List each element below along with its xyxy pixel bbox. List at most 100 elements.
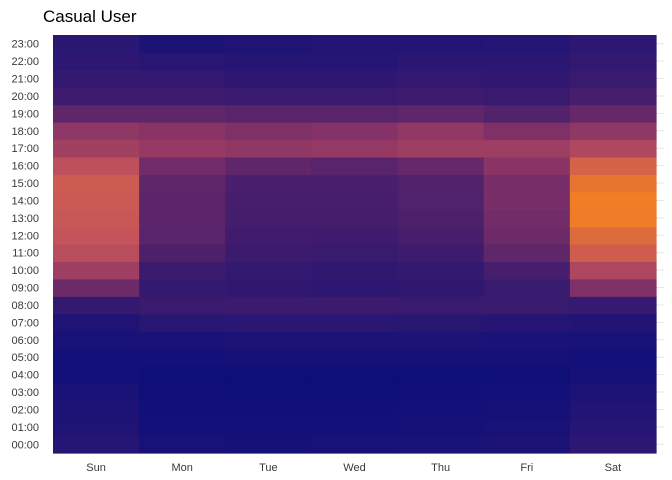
heatmap-cell-thu-1700 [397, 139, 485, 158]
heatmap-cell-sun-2100 [53, 69, 140, 88]
heatmap-cell-sun-0200 [53, 400, 140, 419]
heatmap-cell-wed-1300 [311, 209, 399, 228]
heatmap-cell-sat-1200 [569, 226, 657, 245]
heatmap-cell-wed-0700 [311, 313, 399, 332]
heatmap-cell-mon-0500 [139, 348, 226, 367]
heatmap-cell-fri-0300 [483, 383, 571, 402]
x-tick-label: Mon [172, 462, 193, 474]
heatmap-cell-mon-0600 [139, 331, 226, 350]
y-tick-label: 02:00 [11, 404, 39, 416]
heatmap-cell-thu-1600 [397, 156, 485, 175]
heatmap-cell-wed-2200 [311, 52, 399, 71]
heatmap-cell-sun-0300 [53, 383, 140, 402]
heatmap-cell-tue-1400 [225, 191, 313, 210]
heatmap-cell-sun-1700 [53, 139, 140, 158]
heatmap-cell-tue-0300 [225, 383, 313, 402]
y-tick-label: 09:00 [11, 283, 39, 295]
heatmap-cell-wed-1500 [311, 174, 399, 193]
heatmap-cell-fri-0500 [483, 348, 571, 367]
heatmap-cell-sat-1600 [569, 156, 657, 175]
heatmap-cell-sat-0000 [569, 435, 657, 454]
y-tick-label: 08:00 [11, 300, 39, 312]
heatmap-cell-thu-2000 [397, 87, 485, 106]
heatmap-cell-mon-0200 [139, 400, 226, 419]
y-tick-label: 06:00 [11, 335, 39, 347]
heatmap-cell-sun-1300 [53, 209, 140, 228]
heatmap-cell-mon-1300 [139, 209, 226, 228]
heatmap-cell-sun-0900 [53, 278, 140, 297]
heatmap-cell-tue-0000 [225, 435, 313, 454]
heatmap-cell-sun-0600 [53, 331, 140, 350]
heatmap-cell-tue-0400 [225, 365, 313, 384]
heatmap-cell-tue-1200 [225, 226, 313, 245]
heatmap-cell-tue-1300 [225, 209, 313, 228]
heatmap-cell-fri-1900 [483, 104, 571, 123]
heatmap-cell-wed-0400 [311, 365, 399, 384]
heatmap-cell-mon-1400 [139, 191, 226, 210]
heatmap-cell-mon-0400 [139, 365, 226, 384]
heatmap-cell-fri-2200 [483, 52, 571, 71]
heatmap-cell-sun-0500 [53, 348, 140, 367]
heatmap-cell-sat-1300 [569, 209, 657, 228]
heatmap-cell-sun-1600 [53, 156, 140, 175]
heatmap-cell-thu-1500 [397, 174, 485, 193]
x-tick-label: Fri [520, 462, 533, 474]
heatmap-cell-thu-0400 [397, 365, 485, 384]
y-tick-label: 14:00 [11, 195, 39, 207]
heatmap-cell-mon-1900 [139, 104, 226, 123]
heatmap-cell-sat-1100 [569, 244, 657, 263]
heatmap-cell-fri-1400 [483, 191, 571, 210]
heatmap-cell-thu-0600 [397, 331, 485, 350]
heatmap-cell-tue-1900 [225, 104, 313, 123]
heatmap-cell-wed-1400 [311, 191, 399, 210]
y-tick-label: 01:00 [11, 422, 39, 434]
y-tick-label: 18:00 [11, 126, 39, 138]
heatmap-cell-sun-0400 [53, 365, 140, 384]
heatmap-cell-wed-1900 [311, 104, 399, 123]
heatmap-cell-tue-0600 [225, 331, 313, 350]
heatmap-cell-wed-0800 [311, 296, 399, 315]
heatmap-cell-sat-0700 [569, 313, 657, 332]
heatmap-cell-thu-2300 [397, 35, 485, 54]
heatmap-cell-sat-0500 [569, 348, 657, 367]
y-tick-label: 23:00 [11, 39, 39, 51]
heatmap-cell-fri-0900 [483, 278, 571, 297]
heatmap-cell-sat-0100 [569, 418, 657, 437]
heatmap-cell-thu-2100 [397, 69, 485, 88]
heatmap-cell-thu-0300 [397, 383, 485, 402]
heatmap-cell-fri-0700 [483, 313, 571, 332]
heatmap-cell-thu-2200 [397, 52, 485, 71]
heatmap-cell-sat-0900 [569, 278, 657, 297]
heatmap-cell-tue-1000 [225, 261, 313, 280]
heatmap-cell-mon-1800 [139, 122, 226, 141]
heatmap-cell-thu-1100 [397, 244, 485, 263]
heatmap-cells [53, 35, 657, 454]
heatmap-cell-sun-1100 [53, 244, 140, 263]
x-tick-label: Wed [343, 462, 365, 474]
heatmap-cell-mon-0100 [139, 418, 226, 437]
heatmap-cell-sun-2000 [53, 87, 140, 106]
heatmap-cell-wed-0200 [311, 400, 399, 419]
heatmap-cell-sat-1900 [569, 104, 657, 123]
y-axis-ticks: 00:00 01:00 02:00 03:00 04:00 05:00 06:00 07:00… [11, 39, 39, 452]
heatmap-cell-mon-0800 [139, 296, 226, 315]
heatmap-cell-fri-0100 [483, 418, 571, 437]
heatmap-cell-mon-1100 [139, 244, 226, 263]
heatmap-cell-fri-0400 [483, 365, 571, 384]
heatmap-cell-mon-1500 [139, 174, 226, 193]
heatmap-cell-sun-1800 [53, 122, 140, 141]
heatmap-cell-sat-1500 [569, 174, 657, 193]
heatmap-cell-wed-1800 [311, 122, 399, 141]
heatmap-cell-thu-1200 [397, 226, 485, 245]
x-axis-ticks: Sun Mon Tue Wed Thu Fri Sat [86, 462, 621, 474]
heatmap-cell-mon-1600 [139, 156, 226, 175]
heatmap-cell-wed-1200 [311, 226, 399, 245]
heatmap-cell-tue-0700 [225, 313, 313, 332]
heatmap-cell-fri-1500 [483, 174, 571, 193]
heatmap-cell-wed-2300 [311, 35, 399, 54]
heatmap-cell-fri-0800 [483, 296, 571, 315]
heatmap-cell-mon-0000 [139, 435, 226, 454]
heatmap-cell-mon-0300 [139, 383, 226, 402]
heatmap-cell-wed-0900 [311, 278, 399, 297]
heatmap-cell-sat-2200 [569, 52, 657, 71]
